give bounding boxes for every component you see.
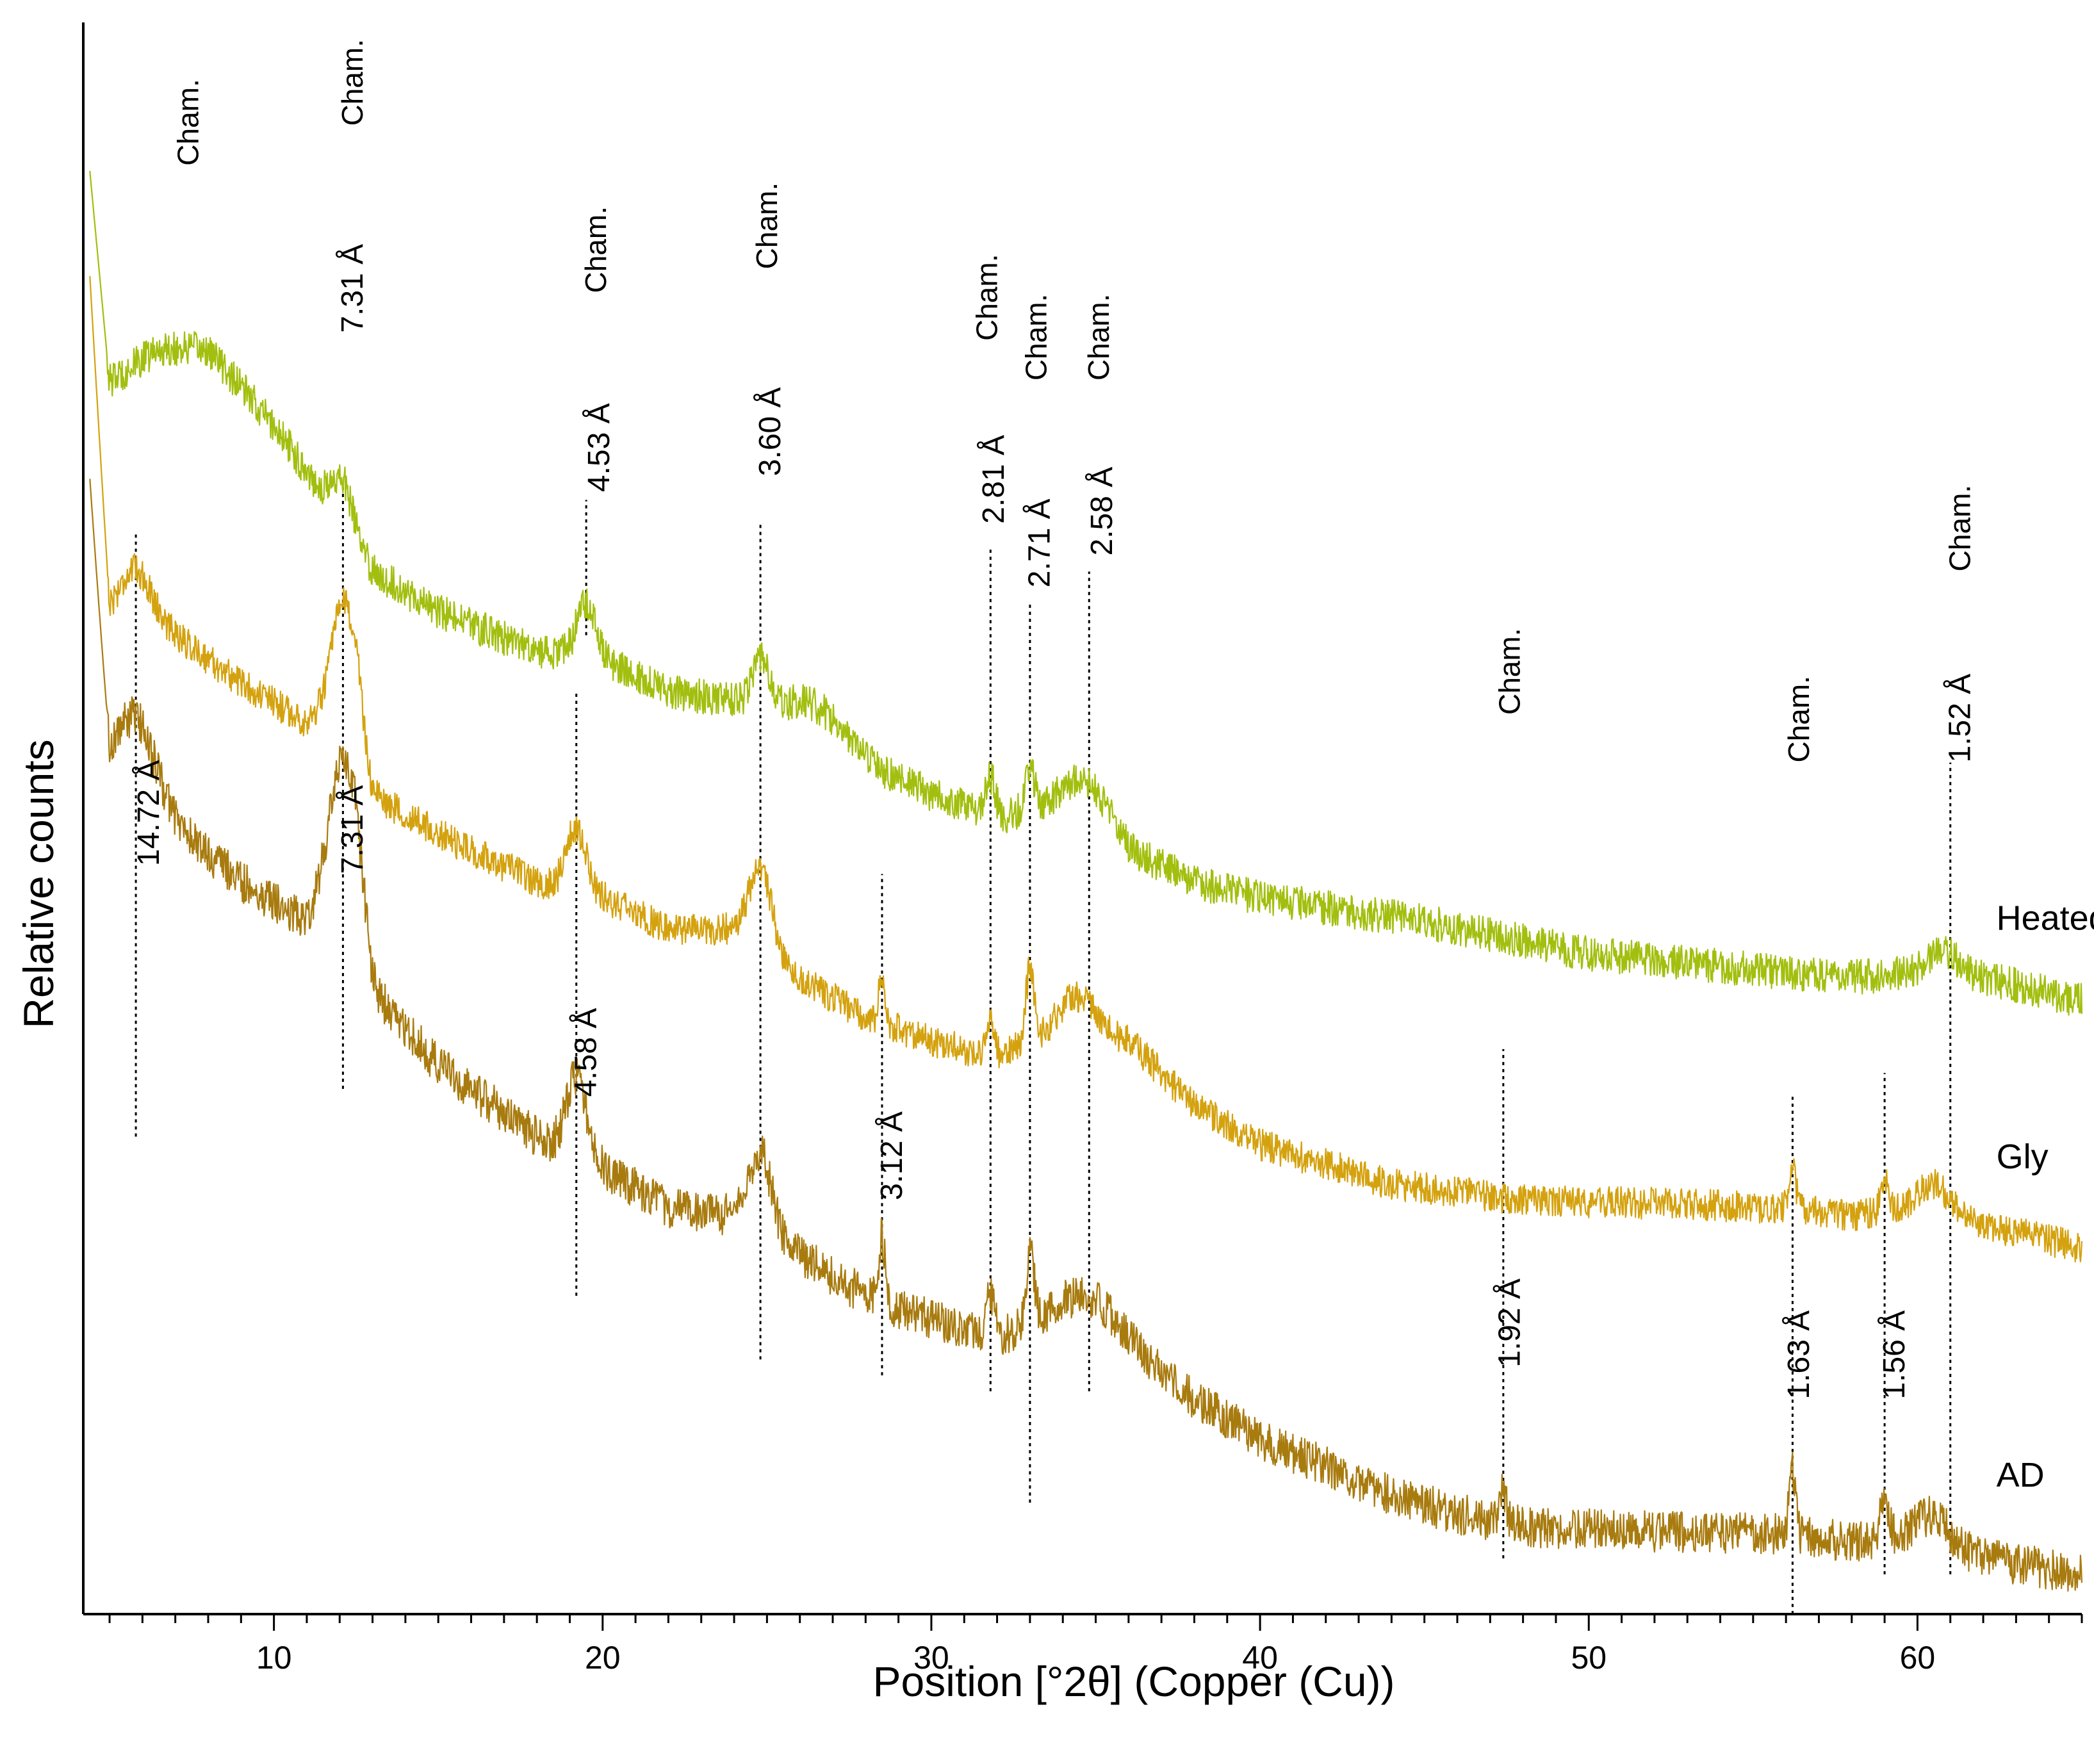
series-line-heated xyxy=(89,170,2083,1016)
x-axis-title: Position [°2θ] (Copper (Cu)) xyxy=(872,1658,1395,1705)
mineral-label: Cham. xyxy=(1082,294,1115,380)
mineral-label: Cham. xyxy=(1493,628,1526,715)
d-spacing-label: 1.63 Å xyxy=(1782,1311,1816,1400)
series-label-heated: Heated xyxy=(1997,899,2094,937)
d-spacing-label: 7.31 Å xyxy=(336,244,370,333)
d-spacing-label: 3.12 Å xyxy=(875,1111,909,1200)
y-axis-title: Relative counts xyxy=(15,739,62,1028)
mineral-label: Cham. xyxy=(750,183,783,269)
d-spacing-label: 2.81 Å xyxy=(977,435,1011,524)
d-spacing-label: 1.52 Å xyxy=(1943,674,1977,763)
series-label-ad: AD xyxy=(1997,1456,2045,1494)
d-spacing-label: 4.53 Å xyxy=(582,403,616,492)
series-line-gly xyxy=(89,275,2083,1263)
d-spacing-label: 14.72 Å xyxy=(132,760,166,866)
x-tick-label: 50 xyxy=(1571,1640,1607,1676)
d-spacing-label: 4.58 Å xyxy=(569,1008,603,1097)
series-line-ad xyxy=(89,478,2083,1592)
mineral-label: Cham. xyxy=(1020,294,1053,380)
x-tick-label: 30 xyxy=(913,1640,949,1676)
mineral-label: Cham. xyxy=(970,254,1004,341)
d-spacing-label: 1.92 Å xyxy=(1493,1278,1527,1368)
x-tick-label: 40 xyxy=(1242,1640,1278,1676)
annotation-layer: Cham. Cham. 7.31 Å Cham. 4.53 Å Cham. 3.60 Å Ch… xyxy=(132,39,2094,1494)
mineral-label: Cham. xyxy=(1943,485,1977,571)
mineral-label: Cham. xyxy=(336,39,369,126)
x-tick-label: 20 xyxy=(585,1640,621,1676)
x-tick-label: 10 xyxy=(256,1640,292,1676)
axes-layer: 10 20 30 40 50 60 xyxy=(108,1614,2083,1676)
plot-frame xyxy=(82,22,2082,1615)
series-label-gly: Gly xyxy=(1997,1138,2049,1176)
mineral-label: Cham. xyxy=(579,206,612,293)
mineral-label: Cham. xyxy=(1782,676,1815,762)
d-spacing-label: 7.31 Å xyxy=(336,785,370,874)
d-spacing-label: 2.71 Å xyxy=(1023,498,1057,587)
x-tick-label: 60 xyxy=(1900,1640,1936,1676)
d-spacing-label: 3.60 Å xyxy=(753,387,787,476)
d-spacing-label: 2.58 Å xyxy=(1085,467,1119,556)
series-layer xyxy=(89,170,2083,1592)
mineral-label: Cham. xyxy=(172,79,205,165)
d-spacing-label: 1.56 Å xyxy=(1877,1311,1911,1400)
reference-lines xyxy=(135,484,1952,1614)
